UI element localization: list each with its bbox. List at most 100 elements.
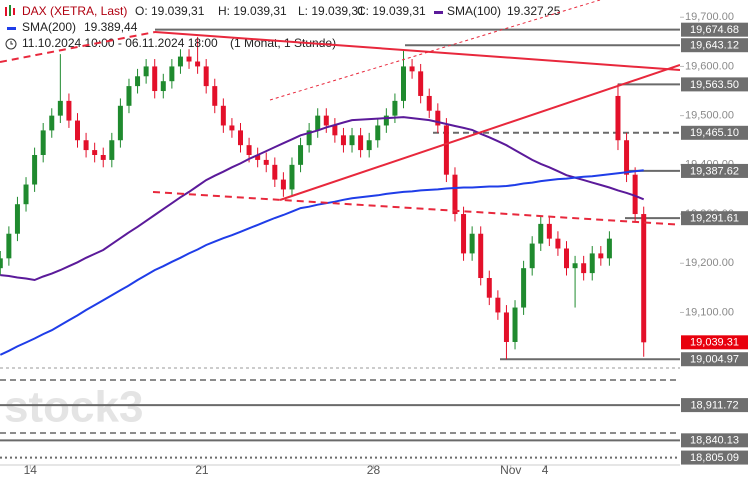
legend: DAX (XETRA, Last) O: 19.039,31 H: 19.039… (5, 4, 561, 50)
clock-icon (5, 38, 17, 50)
ohlc-label: O: 19.039,31 (135, 4, 205, 18)
candle-body (555, 238, 561, 249)
candle-body (49, 115, 55, 131)
candle-body (14, 204, 20, 234)
clock-icon (10, 41, 13, 45)
instrument: DAX (XETRA, Last) (22, 4, 127, 18)
candle-body (289, 164, 295, 190)
candle-body (495, 297, 501, 313)
candle-body (186, 56, 192, 62)
candle-body (75, 120, 80, 141)
level-label: 19,563.50 (690, 79, 739, 91)
trendlines (0, 0, 680, 226)
sma-line (0, 169, 644, 356)
level-label: 19,643.12 (690, 40, 739, 52)
candle-body (521, 268, 527, 308)
level-label-box (681, 211, 748, 226)
candle-body (92, 150, 98, 155)
candle-body (117, 105, 123, 141)
candle-body (564, 248, 569, 269)
candle-body (332, 125, 338, 136)
candle-body (23, 184, 29, 205)
candle-body (641, 214, 647, 343)
level-label-box (681, 38, 748, 53)
candle-body (349, 135, 355, 146)
last-price-box (681, 335, 748, 350)
candle-body (83, 140, 89, 151)
level-label: 18,840.13 (690, 435, 739, 447)
legend-swatch (434, 11, 443, 14)
candle-body (126, 86, 132, 106)
candle-body (478, 233, 484, 279)
x-tick-label: 4 (542, 463, 549, 477)
candle-body (263, 159, 269, 165)
level-label-box (681, 22, 748, 37)
candle-body (255, 155, 261, 160)
legend-value: 19.389,44 (84, 20, 138, 34)
y-tick-label: 19,600.00 (685, 60, 734, 72)
legend-name: SMA(100) (447, 4, 501, 18)
candle-body (160, 81, 166, 92)
candle-body (426, 95, 432, 111)
candle-body (315, 115, 321, 131)
candle-body (220, 105, 226, 126)
level-label: 19,674.68 (690, 24, 739, 36)
candle-body (340, 135, 346, 146)
level-label-box (681, 450, 748, 465)
x-tick-label: 28 (367, 463, 381, 477)
level-label: 19,465.10 (690, 127, 739, 139)
candle-body (66, 100, 72, 121)
sma-line (0, 116, 645, 282)
candle-body (109, 140, 115, 160)
candle-body (298, 145, 304, 165)
candle-body (57, 100, 63, 116)
candle-body (598, 253, 604, 259)
candle-body (152, 66, 158, 92)
candle-body (195, 61, 201, 67)
candle-body (272, 164, 278, 180)
last-price-label: 19,039.31 (690, 337, 739, 349)
candle-body (589, 253, 595, 274)
x-tick-label: 14 (24, 463, 38, 477)
legend-swatch (7, 27, 16, 30)
candle-body (606, 238, 612, 259)
candle-body (615, 95, 621, 141)
candle-body (375, 125, 381, 141)
y-tick-label: 19,100.00 (685, 306, 734, 318)
candle-body (280, 179, 286, 190)
level-label-box (681, 398, 748, 413)
level-label-box (681, 352, 748, 367)
candle-body (246, 145, 252, 155)
ohlc-label: C: 19.039,31 (357, 4, 426, 18)
legend-icon (9, 5, 11, 16)
y-tick-label: 19,700.00 (685, 11, 734, 23)
level-label: 19,387.62 (690, 165, 739, 177)
watermark: stock3 (4, 383, 143, 432)
candle-body (100, 155, 106, 160)
candle-body (229, 125, 235, 131)
x-tick-label: Nov (500, 463, 521, 477)
level-label-box (681, 163, 748, 178)
candle-body (135, 76, 141, 87)
candle-body (632, 174, 638, 215)
candle-body (306, 130, 312, 146)
level-label: 18,805.09 (690, 452, 739, 464)
trendline (152, 191, 680, 226)
candle-body (392, 100, 398, 116)
y-tick-label: 19,200.00 (685, 257, 734, 269)
candle-body (538, 223, 544, 244)
candle-body (366, 140, 372, 151)
candle-body (32, 155, 38, 185)
candle-body (383, 115, 389, 126)
candle-body (443, 125, 449, 175)
candle-body (572, 263, 578, 269)
candle-body (461, 214, 467, 254)
candle-body (503, 312, 509, 342)
candle-body (0, 258, 3, 269)
legend-icon (13, 8, 15, 15)
ohlc-label: H: 19.039,31 (218, 4, 287, 18)
candle-body (486, 278, 492, 298)
candle-body (512, 307, 518, 342)
y-tick-label: 19,500.00 (685, 110, 734, 122)
